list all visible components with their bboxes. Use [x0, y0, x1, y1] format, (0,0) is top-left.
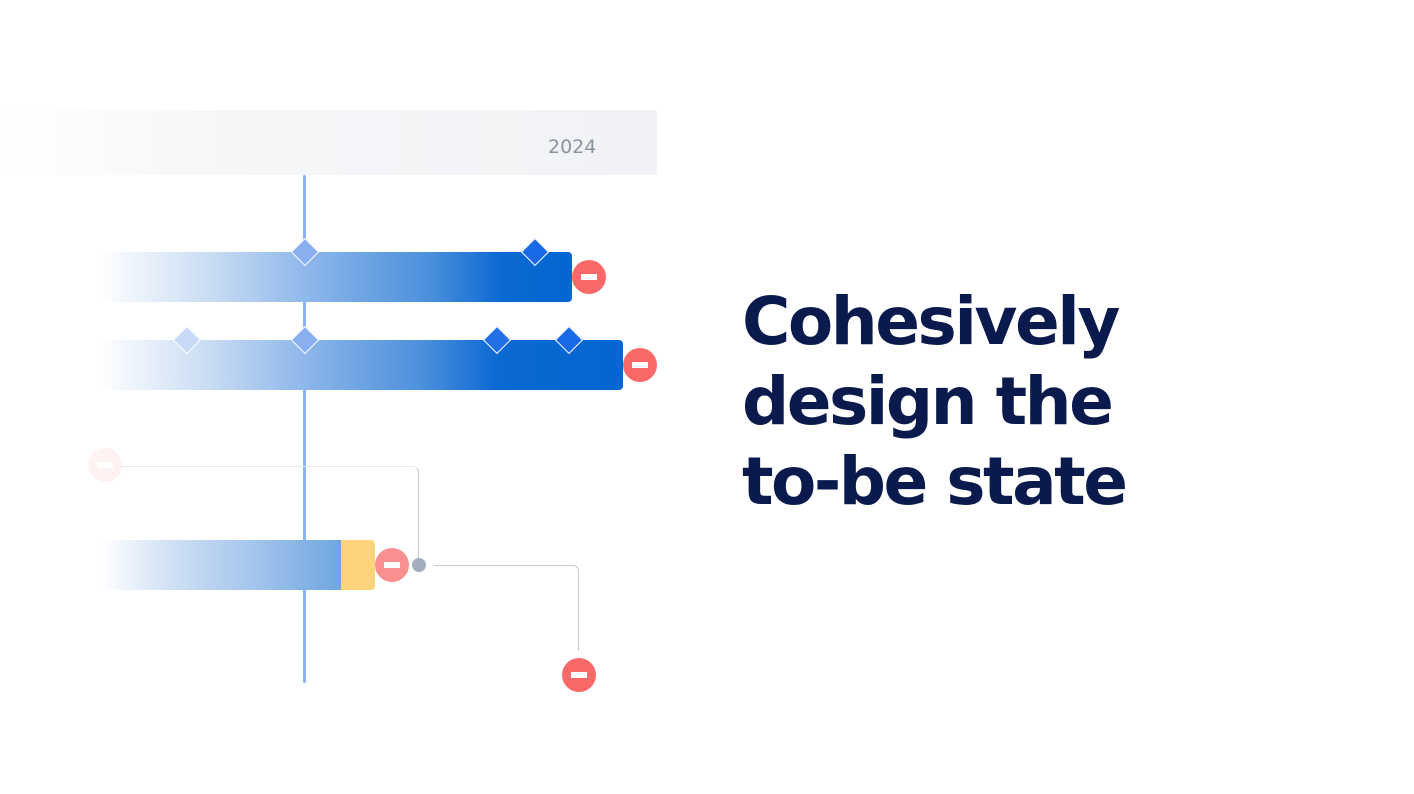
remove-icon[interactable] — [375, 548, 409, 582]
remove-icon-faded — [88, 448, 122, 482]
timeline-bar-2[interactable] — [100, 340, 623, 390]
remove-icon[interactable] — [623, 348, 657, 382]
headline-line-3: to-be state — [742, 443, 1128, 520]
dependency-connector — [434, 565, 579, 651]
remove-icon[interactable] — [562, 658, 596, 692]
year-label: 2024 — [548, 136, 597, 158]
headline-line-1: Cohesively — [742, 283, 1120, 360]
today-marker-line — [303, 175, 306, 683]
timeline-bar-1[interactable] — [100, 252, 572, 302]
timeline-bar-3[interactable] — [100, 540, 341, 590]
at-risk-segment — [341, 540, 375, 590]
headline-line-2: design the — [742, 363, 1114, 440]
timeline-header — [0, 110, 657, 175]
headline: Cohesively design the to-be state — [742, 282, 1128, 522]
dependency-dot[interactable] — [412, 558, 426, 572]
dependency-connector — [120, 466, 419, 562]
remove-icon[interactable] — [572, 260, 606, 294]
